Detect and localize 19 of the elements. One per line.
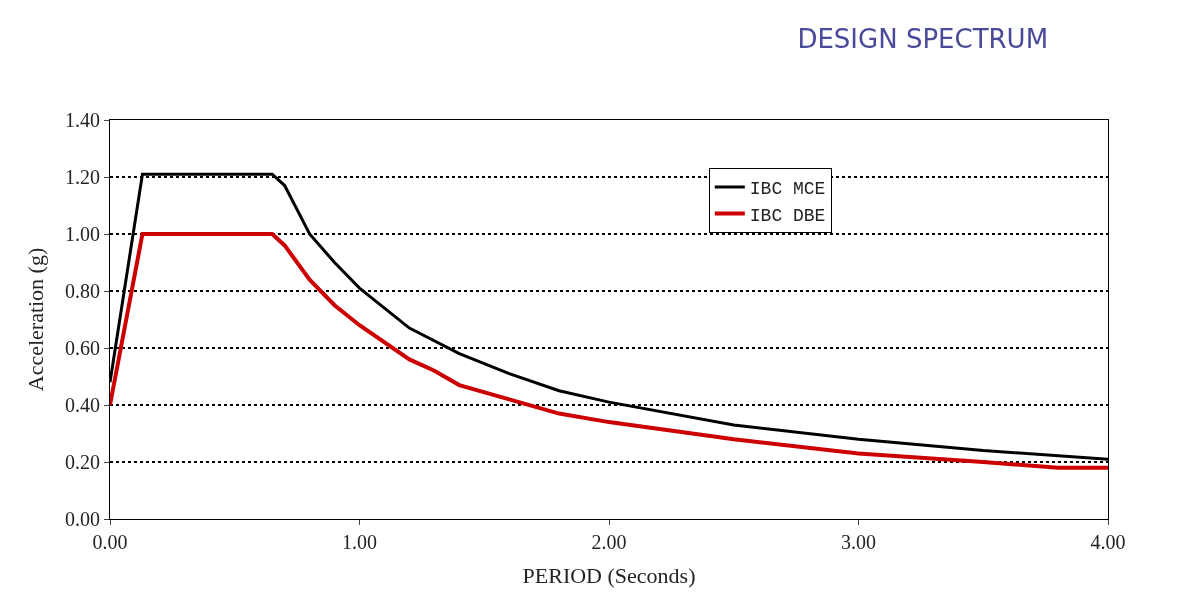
chart-title: DESIGN SPECTRUM — [797, 23, 1049, 54]
y-tick-label: 0.20 — [65, 451, 100, 473]
x-axis-title: PERIOD (Seconds) — [522, 562, 696, 588]
x-tick-label: 4.00 — [1090, 531, 1126, 553]
y-tick-label: 1.20 — [65, 166, 100, 188]
x-tick-label: 2.00 — [591, 531, 627, 553]
x-tick-label: 1.00 — [342, 531, 377, 553]
line-series — [110, 232, 1108, 470]
y-tick-label: 1.40 — [65, 109, 100, 131]
y-tick-label: 1.00 — [65, 223, 100, 245]
y-tick-label: 0.40 — [65, 394, 100, 416]
legend-label: IBC DBE — [749, 205, 826, 226]
y-axis-title: Acceleration (g) — [22, 247, 48, 392]
y-tick-label: 0.00 — [65, 508, 100, 530]
x-tick-label: 0.00 — [92, 531, 128, 553]
legend-label: IBC MCE — [749, 179, 826, 200]
x-tick-label: 3.00 — [841, 531, 876, 553]
y-tick-label: 0.60 — [65, 337, 100, 359]
y-tick-label: 0.80 — [65, 280, 100, 302]
